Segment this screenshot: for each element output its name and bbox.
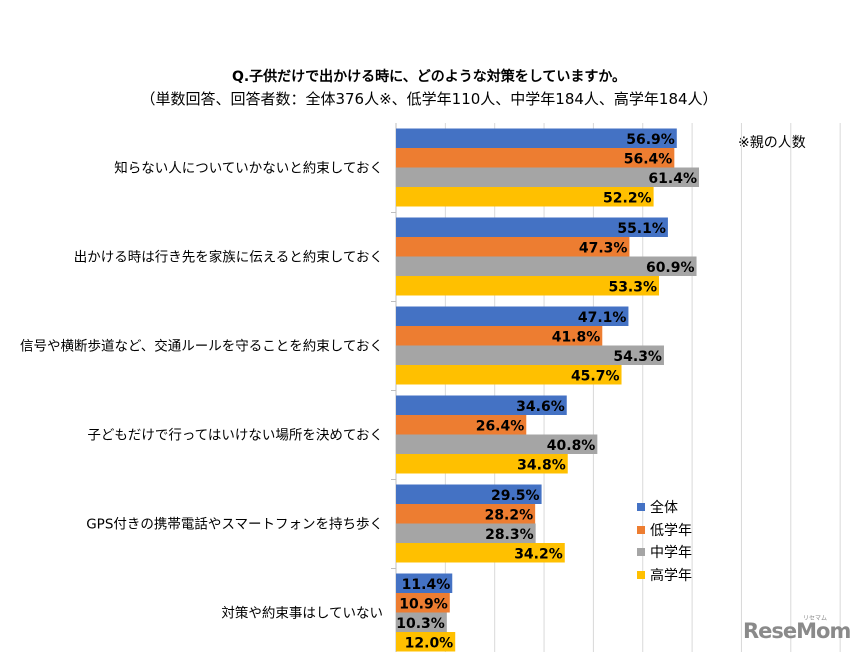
bar xyxy=(396,504,536,524)
data-label: 28.3% xyxy=(485,527,534,543)
bar xyxy=(396,237,630,257)
category-label: 対策や約束事はしていない xyxy=(221,605,383,622)
data-label: 47.1% xyxy=(578,310,627,326)
bar xyxy=(396,217,668,237)
bar xyxy=(396,434,598,454)
data-label: 56.9% xyxy=(626,132,675,148)
legend-label: 中学年 xyxy=(650,545,692,562)
data-label: 56.4% xyxy=(624,152,673,168)
bar xyxy=(396,148,675,168)
bar xyxy=(396,612,447,632)
data-label: 26.4% xyxy=(476,419,525,435)
bar xyxy=(396,454,568,474)
data-label: 10.3% xyxy=(396,616,445,632)
category-label: 出かける時は行き先を家族に伝えると約束しておく xyxy=(74,249,383,266)
legend-item: 高学年 xyxy=(637,564,692,587)
category-label: GPS付きの携帯電話やスマートフォンを持ち歩く xyxy=(86,516,383,533)
bar xyxy=(396,276,660,296)
data-label: 52.2% xyxy=(603,191,652,207)
bar xyxy=(396,306,629,326)
data-label: 53.3% xyxy=(608,280,657,296)
legend-item: 中学年 xyxy=(637,541,692,564)
data-label: 34.2% xyxy=(514,547,563,563)
legend-label: 全体 xyxy=(650,500,678,517)
data-label: 34.6% xyxy=(516,399,565,415)
data-label: 11.4% xyxy=(402,577,451,593)
data-label: 28.2% xyxy=(485,508,534,524)
chart-note: ※親の人数 xyxy=(738,135,806,151)
data-label: 12.0% xyxy=(405,636,454,652)
legend-swatch xyxy=(637,570,645,579)
bar xyxy=(396,167,700,187)
legend-swatch xyxy=(637,503,645,512)
bar xyxy=(396,632,456,652)
legend-swatch xyxy=(637,548,645,557)
data-label: 47.3% xyxy=(579,241,628,257)
data-label: 45.7% xyxy=(571,369,620,385)
bar xyxy=(396,543,565,563)
data-label: 29.5% xyxy=(491,488,540,504)
data-label: 54.3% xyxy=(613,349,662,365)
bar xyxy=(396,573,453,593)
chart-title: Q.子供だけで出かける時に、どのような対策をしていますか。 xyxy=(231,69,627,85)
legend-label: 高学年 xyxy=(650,567,692,584)
category-label: 子どもだけで行ってはいけない場所を決めておく xyxy=(87,428,383,444)
data-label: 60.9% xyxy=(646,260,695,276)
bar xyxy=(396,593,450,613)
data-label: 41.8% xyxy=(552,330,601,346)
category-label: 知らない人についていかないと約束しておく xyxy=(114,160,383,177)
bar xyxy=(396,365,622,385)
data-label: 61.4% xyxy=(648,171,697,187)
legend-label: 低学年 xyxy=(650,522,692,539)
legend-item: 全体 xyxy=(637,496,692,519)
legend: 全体低学年中学年高学年 xyxy=(637,496,692,586)
category-label: 信号や横断歩道など、交通ルールを守ることを約束しておく xyxy=(20,338,383,355)
data-label: 34.8% xyxy=(517,458,566,474)
bar xyxy=(396,187,654,207)
bar xyxy=(396,395,567,415)
chart-subtitle: （単数回答、回答者数：全体376人※、低学年110人、中学年184人、高学年18… xyxy=(140,90,718,108)
data-label: 40.8% xyxy=(547,438,596,454)
bar xyxy=(396,256,697,276)
data-label: 55.1% xyxy=(617,221,666,237)
legend-item: 低学年 xyxy=(637,519,692,542)
bar xyxy=(396,484,542,504)
data-label: 10.9% xyxy=(399,597,448,613)
bar xyxy=(396,345,664,365)
bar xyxy=(396,128,677,148)
bar xyxy=(396,326,603,346)
resemom-logo: ReseMom リセマム xyxy=(743,615,851,643)
bar xyxy=(396,523,536,543)
legend-swatch xyxy=(637,525,645,534)
bar xyxy=(396,415,527,435)
